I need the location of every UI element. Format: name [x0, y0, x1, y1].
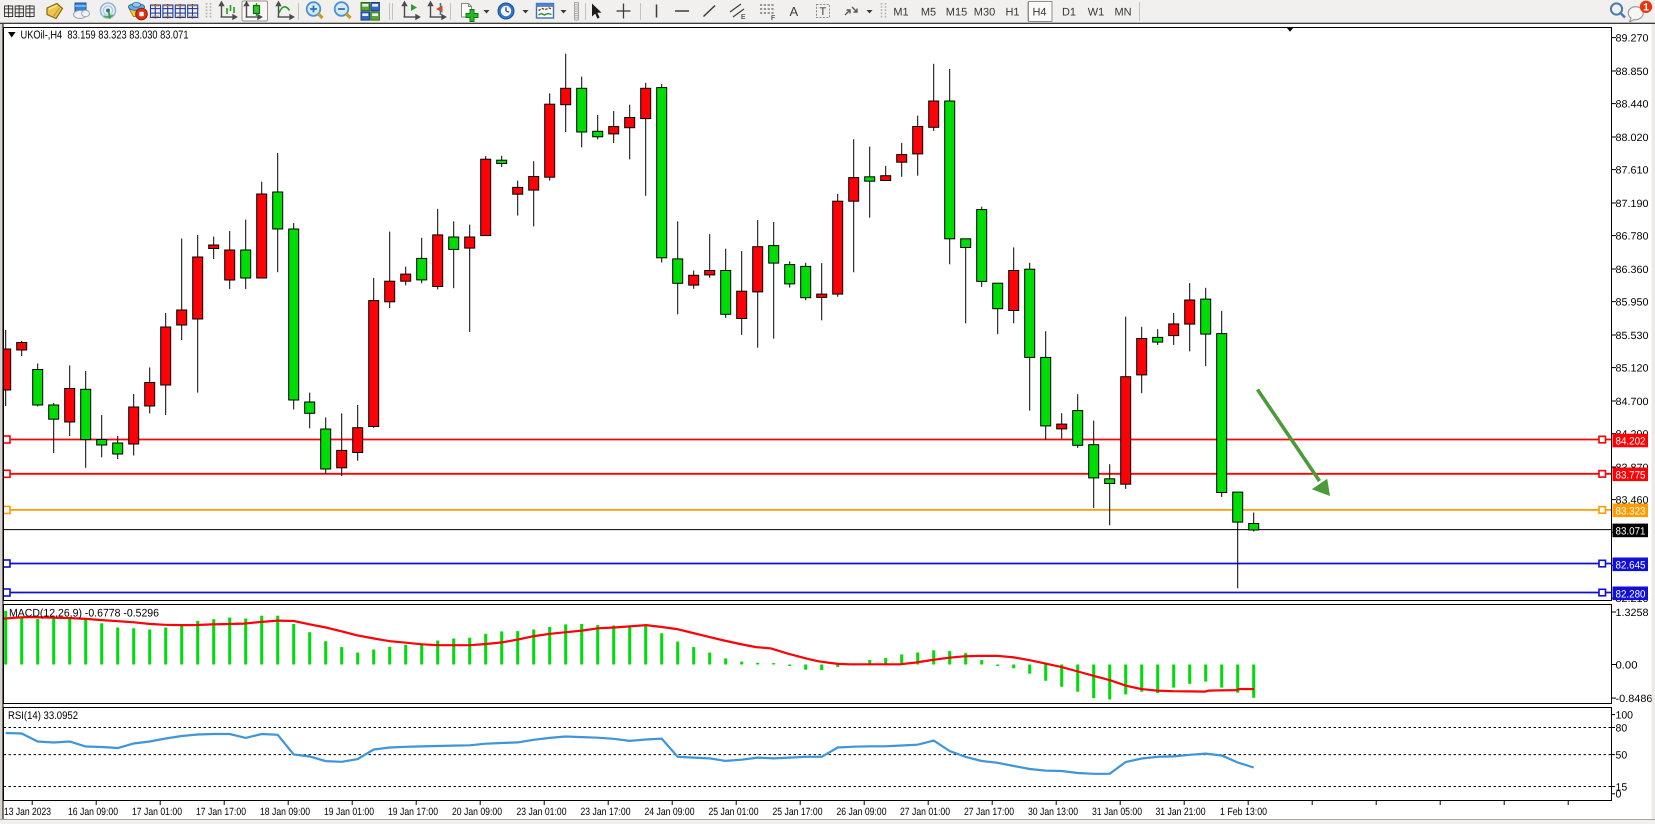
svg-text:18 Jan 09:00: 18 Jan 09:00 [260, 806, 310, 818]
svg-text:27 Jan 17:00: 27 Jan 17:00 [964, 806, 1014, 818]
svg-text:20 Jan 09:00: 20 Jan 09:00 [452, 806, 502, 818]
svg-text:31 Jan 05:00: 31 Jan 05:00 [1092, 806, 1142, 818]
svg-text:H1: H1 [1005, 7, 1019, 19]
svg-text:M1: M1 [893, 7, 908, 19]
svg-text:E: E [741, 14, 746, 21]
svg-text:30 Jan 13:00: 30 Jan 13:00 [1028, 806, 1078, 818]
svg-text:25 Jan 17:00: 25 Jan 17:00 [773, 806, 823, 818]
svg-text:83.775: 83.775 [1616, 469, 1646, 481]
svg-text:1: 1 [1643, 2, 1649, 14]
svg-text:83.071: 83.071 [1616, 525, 1646, 537]
svg-text:M5: M5 [921, 7, 936, 19]
svg-text:82.280: 82.280 [1616, 588, 1646, 600]
svg-text:T: T [820, 6, 827, 18]
svg-text:UKOil-,H4 83.159 83.323 83.03: UKOil-,H4 83.159 83.323 83.030 83.071 [21, 30, 189, 42]
svg-text:89.270: 89.270 [1616, 32, 1649, 44]
svg-text:86.360: 86.360 [1616, 264, 1649, 276]
svg-text:MN: MN [1114, 7, 1131, 19]
svg-text:MACD(12,26,9) -0.6778 -0.5296: MACD(12,26,9) -0.6778 -0.5296 [9, 608, 159, 620]
svg-text:D1: D1 [1062, 7, 1076, 19]
svg-text:85.530: 85.530 [1616, 330, 1649, 342]
svg-text:27 Jan 01:00: 27 Jan 01:00 [900, 806, 950, 818]
svg-text:100: 100 [1616, 709, 1634, 721]
svg-text:23 Jan 01:00: 23 Jan 01:00 [517, 806, 567, 818]
svg-text:RSI(14) 33.0952: RSI(14) 33.0952 [8, 710, 78, 722]
svg-text:86.780: 86.780 [1616, 230, 1649, 242]
svg-text:19 Jan 01:00: 19 Jan 01:00 [324, 806, 374, 818]
svg-text:84.700: 84.700 [1616, 396, 1649, 408]
svg-text:-0.8486: -0.8486 [1616, 693, 1653, 705]
svg-text:17 Jan 17:00: 17 Jan 17:00 [196, 806, 246, 818]
svg-text:50: 50 [1616, 749, 1628, 761]
svg-text:87.610: 87.610 [1616, 164, 1649, 176]
svg-text:24 Jan 09:00: 24 Jan 09:00 [645, 806, 695, 818]
svg-text:16 Jan 09:00: 16 Jan 09:00 [68, 806, 118, 818]
svg-text:0.00: 0.00 [1616, 659, 1638, 671]
svg-text:31 Jan 21:00: 31 Jan 21:00 [1156, 806, 1206, 818]
svg-text:88.850: 88.850 [1616, 66, 1649, 78]
svg-text:17 Jan 01:00: 17 Jan 01:00 [132, 806, 182, 818]
svg-text:82.645: 82.645 [1616, 559, 1646, 571]
svg-text:85.950: 85.950 [1616, 296, 1649, 308]
svg-text:84.202: 84.202 [1616, 436, 1646, 448]
svg-text:A: A [790, 4, 799, 19]
svg-text:88.440: 88.440 [1616, 98, 1649, 110]
svg-text:85.120: 85.120 [1616, 362, 1649, 374]
svg-text:0: 0 [1616, 789, 1622, 801]
svg-text:25 Jan 01:00: 25 Jan 01:00 [709, 806, 759, 818]
svg-text:13 Jan 2023: 13 Jan 2023 [4, 806, 51, 818]
svg-text:83.460: 83.460 [1616, 494, 1649, 506]
svg-text:83.323: 83.323 [1616, 505, 1646, 517]
svg-text:1 Feb 13:00: 1 Feb 13:00 [1220, 806, 1267, 818]
svg-text:W1: W1 [1088, 7, 1105, 19]
svg-text:H4: H4 [1032, 7, 1046, 19]
svg-text:87.190: 87.190 [1616, 198, 1649, 210]
svg-text:26 Jan 09:00: 26 Jan 09:00 [837, 806, 887, 818]
svg-text:23 Jan 17:00: 23 Jan 17:00 [581, 806, 631, 818]
svg-text:F: F [771, 15, 775, 22]
svg-text:M15: M15 [946, 7, 967, 19]
svg-text:80: 80 [1616, 722, 1628, 734]
svg-text:1.3258: 1.3258 [1616, 607, 1649, 619]
svg-text:88.020: 88.020 [1616, 132, 1649, 144]
svg-text:15: 15 [1616, 781, 1628, 793]
svg-text:M30: M30 [974, 7, 995, 19]
svg-text:19 Jan 17:00: 19 Jan 17:00 [388, 806, 438, 818]
